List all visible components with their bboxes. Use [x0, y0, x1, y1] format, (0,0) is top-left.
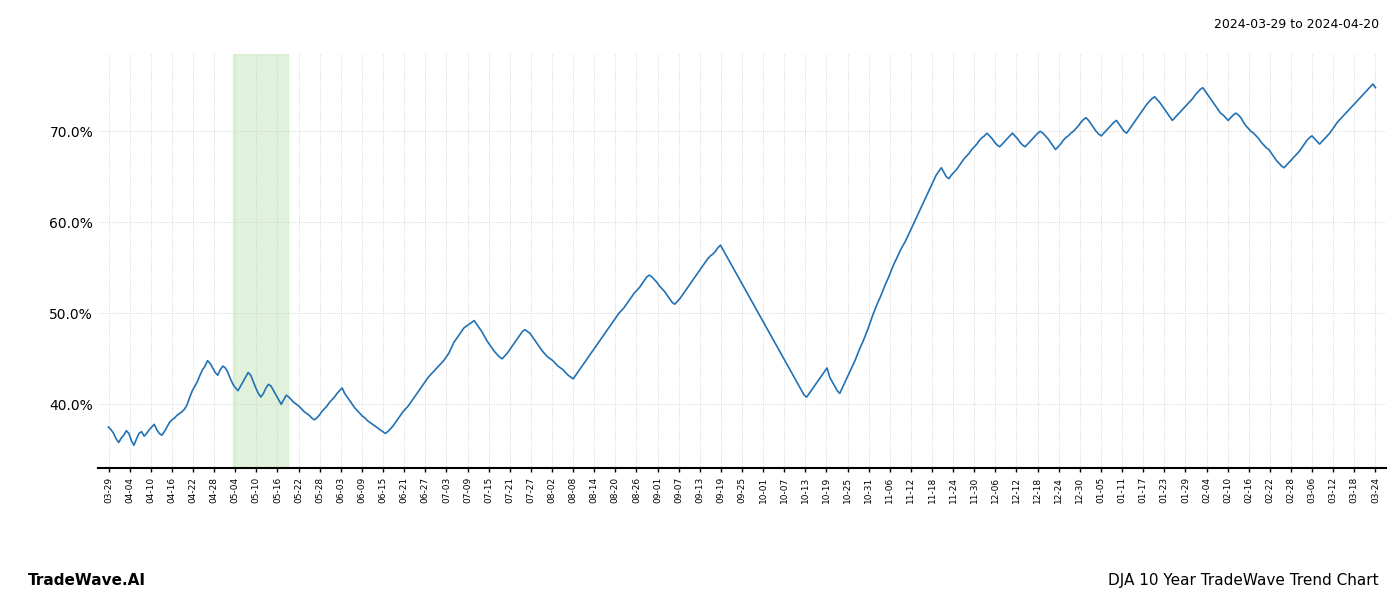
Text: DJA 10 Year TradeWave Trend Chart: DJA 10 Year TradeWave Trend Chart — [1109, 573, 1379, 588]
Text: 2024-03-29 to 2024-04-20: 2024-03-29 to 2024-04-20 — [1214, 18, 1379, 31]
Bar — [232, 54, 288, 468]
Text: TradeWave.AI: TradeWave.AI — [28, 573, 146, 588]
